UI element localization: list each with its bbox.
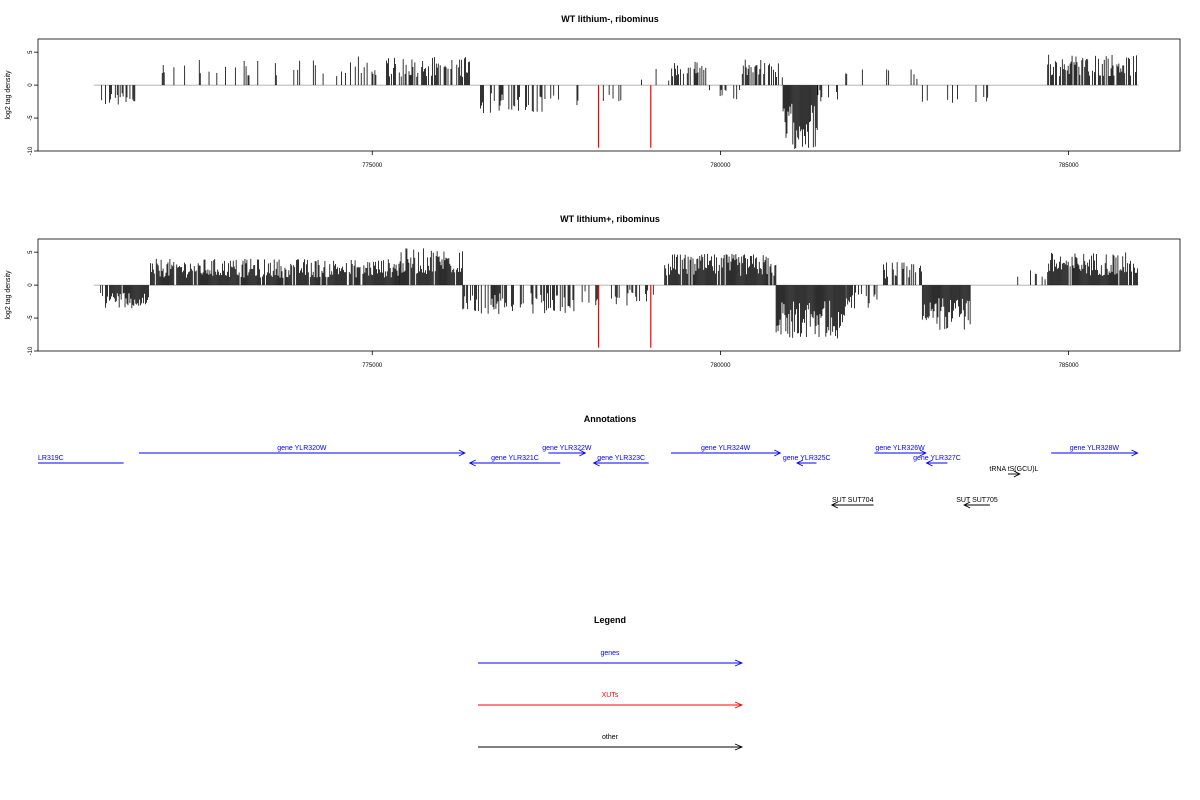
legend-item: XUTs [478,692,744,709]
x-tick-label: 785000 [1059,163,1080,169]
feature-label: gene YLR324W [701,445,751,452]
feature-label: gene YLR322W [542,445,592,452]
annotation-feature: gene YLR326W [874,445,927,457]
annotation-feature: tRNA tS(GCU)L [989,466,1039,478]
annotation-feature: SUT SUT705 [956,497,998,509]
annotation-feature: gene YLR324W [670,445,782,457]
feature-label: gene YLR321C [491,455,539,462]
arrowhead [734,743,744,751]
annotation-feature: gene YLR320W [138,445,466,457]
arrowhead [796,459,804,467]
feature-label: SUT SUT705 [956,497,998,504]
arrowhead [774,449,782,457]
track-panel-lithium-minus: WT lithium-, ribominus log2 tag density … [5,14,1181,169]
arrowhead [458,449,466,457]
x-tick-label: 780000 [710,163,731,169]
arrowhead [1013,470,1021,478]
y-tick-label: -10 [28,346,34,355]
feature-label: LR319C [38,455,64,462]
annotation-feature: SUT SUT704 [830,497,874,509]
arrowhead [830,501,839,509]
arrowhead [925,459,933,467]
annotations-title: Annotations [584,414,637,424]
arrowhead [919,449,927,457]
y-tick-label: 0 [28,283,34,287]
y-tick-label: -10 [28,146,34,155]
annotation-feature: LR319C [38,455,124,464]
x-tick-label: 780000 [710,363,731,369]
y-axis-label: log2 tag density [5,270,12,320]
plot-frame [37,38,1181,152]
feature-label: tRNA tS(GCU)L [989,466,1038,473]
plot-frame [37,238,1181,352]
annotation-feature: gene YLR325C [783,455,831,467]
arrowhead [734,701,744,709]
feature-label: gene YLR328W [1070,445,1120,452]
signal-bars [100,248,1138,339]
annotation-feature: gene YLR321C [468,455,561,467]
y-tick-label: -5 [28,115,34,121]
signal-bars [101,54,1137,150]
y-tick-label: 5 [28,50,34,54]
y-tick-label: 5 [28,250,34,254]
feature-label: gene YLR323C [597,455,645,462]
annotation-feature: gene YLR322W [542,445,592,457]
arrowhead [1131,449,1139,457]
annotation-feature: gene YLR328W [1051,445,1139,457]
track-title: WT lithium+, ribominus [560,214,660,224]
track-panel-lithium-plus: WT lithium+, ribominus log2 tag density … [5,214,1181,369]
legend-label: genes [600,650,620,657]
y-tick-label: -5 [28,315,34,321]
annotation-feature: gene YLR323C [592,455,649,467]
feature-label: gene YLR326W [875,445,925,452]
arrowhead [468,459,476,467]
y-axis-label: log2 tag density [5,70,12,120]
arrowhead [579,449,587,457]
feature-label: gene YLR325C [783,455,831,462]
legend-title: Legend [594,615,626,625]
annotations-panel: Annotations LR319C gene YLR320W gene YLR32… [38,414,1139,509]
feature-label: gene YLR320W [277,445,327,452]
legend-label: XUTs [602,692,619,699]
arrowhead [734,659,744,667]
y-tick-label: 0 [28,83,34,87]
track-title: WT lithium-, ribominus [561,14,659,24]
x-tick-label: 785000 [1059,363,1080,369]
legend-panel: Legend genes XUTs other [478,615,744,751]
legend-item: genes [478,650,744,667]
arrowhead [592,459,600,467]
x-tick-label: 775000 [362,163,383,169]
arrowhead [963,501,971,509]
x-tick-label: 775000 [362,363,383,369]
feature-label: SUT SUT704 [832,497,874,504]
feature-label: gene YLR327C [913,455,961,462]
annotation-feature: gene YLR327C [913,455,961,467]
legend-item: other [478,734,744,751]
legend-label: other [602,734,619,741]
